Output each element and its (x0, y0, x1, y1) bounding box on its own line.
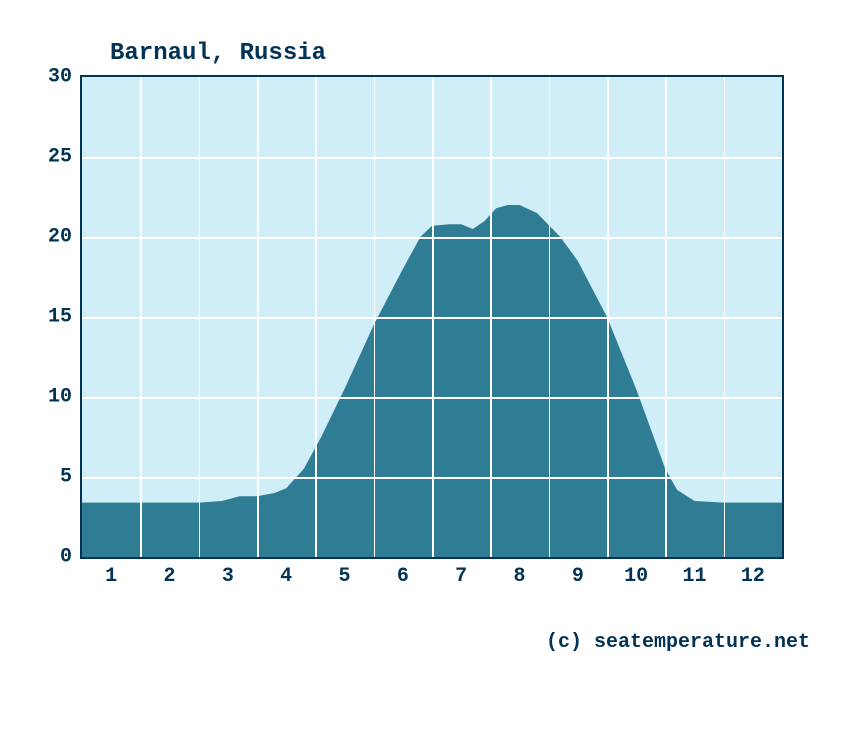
x-tick-label: 8 (513, 565, 525, 588)
y-tick-label: 5 (60, 466, 72, 489)
grid-line-vertical (665, 77, 667, 557)
grid-line-vertical (140, 77, 142, 557)
grid-line-vertical (315, 77, 317, 557)
x-tick-label: 12 (741, 565, 765, 588)
grid-line-vertical (607, 77, 609, 557)
credit-text: (c) seatemperature.net (30, 631, 810, 654)
grid-line-vertical (724, 77, 726, 557)
grid-line-vertical (490, 77, 492, 557)
grid-line-vertical (257, 77, 259, 557)
y-tick-label: 30 (48, 66, 72, 89)
x-tick-label: 4 (280, 565, 292, 588)
y-tick-label: 25 (48, 146, 72, 169)
chart-container: Barnaul, Russia 051015202530 12345678910… (30, 40, 830, 654)
x-axis: 123456789101112 (80, 565, 784, 595)
grid-line-vertical (432, 77, 434, 557)
x-tick-label: 1 (105, 565, 117, 588)
grid-line-vertical (549, 77, 551, 557)
x-tick-label: 6 (397, 565, 409, 588)
x-tick-label: 7 (455, 565, 467, 588)
y-tick-label: 20 (48, 226, 72, 249)
x-tick-label: 3 (222, 565, 234, 588)
x-tick-label: 10 (624, 565, 648, 588)
y-tick-label: 15 (48, 306, 72, 329)
y-axis: 051015202530 (30, 75, 80, 559)
x-tick-label: 9 (572, 565, 584, 588)
y-tick-label: 10 (48, 386, 72, 409)
plot-area (80, 75, 784, 559)
x-tick-label: 2 (163, 565, 175, 588)
x-tick-label: 5 (338, 565, 350, 588)
grid-line-vertical (374, 77, 376, 557)
y-tick-label: 0 (60, 546, 72, 569)
chart-title: Barnaul, Russia (110, 40, 830, 67)
x-tick-label: 11 (682, 565, 706, 588)
grid-line-vertical (199, 77, 201, 557)
plot-row: 051015202530 (30, 75, 830, 559)
